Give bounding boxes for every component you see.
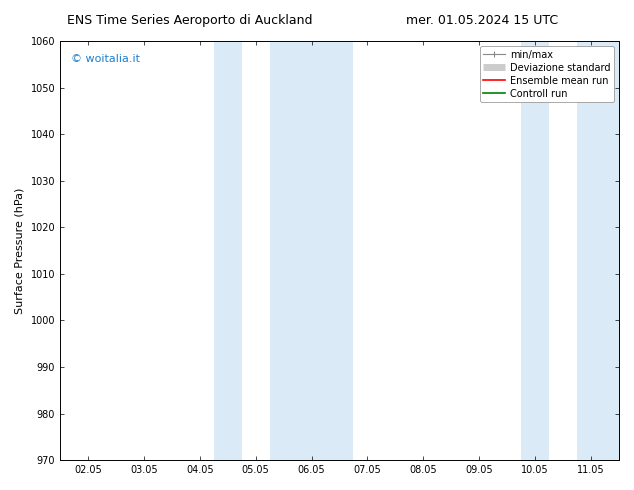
Text: mer. 01.05.2024 15 UTC: mer. 01.05.2024 15 UTC xyxy=(406,14,558,27)
Text: ENS Time Series Aeroporto di Auckland: ENS Time Series Aeroporto di Auckland xyxy=(67,14,313,27)
Bar xyxy=(577,41,619,460)
Legend: min/max, Deviazione standard, Ensemble mean run, Controll run: min/max, Deviazione standard, Ensemble m… xyxy=(479,46,614,102)
Bar xyxy=(269,41,354,460)
Text: © woitalia.it: © woitalia.it xyxy=(71,53,140,64)
Bar xyxy=(521,41,549,460)
Bar xyxy=(214,41,242,460)
Y-axis label: Surface Pressure (hPa): Surface Pressure (hPa) xyxy=(15,187,25,314)
